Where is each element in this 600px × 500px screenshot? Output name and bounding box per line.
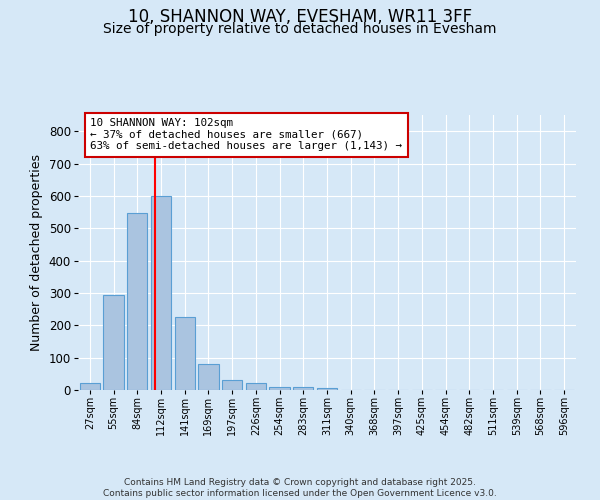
Text: 10 SHANNON WAY: 102sqm
← 37% of detached houses are smaller (667)
63% of semi-de: 10 SHANNON WAY: 102sqm ← 37% of detached… (91, 118, 403, 152)
Y-axis label: Number of detached properties: Number of detached properties (30, 154, 43, 351)
Bar (80, 383, 100, 390)
Bar (269, 387, 290, 390)
Bar (246, 383, 266, 390)
Text: Size of property relative to detached houses in Evesham: Size of property relative to detached ho… (103, 22, 497, 36)
Bar (127, 212, 148, 390)
Text: 10, SHANNON WAY, EVESHAM, WR11 3FF: 10, SHANNON WAY, EVESHAM, WR11 3FF (128, 8, 472, 26)
Bar (175, 316, 195, 390)
Bar (222, 380, 242, 390)
Text: Contains HM Land Registry data © Crown copyright and database right 2025.
Contai: Contains HM Land Registry data © Crown c… (103, 478, 497, 498)
Bar (103, 295, 124, 390)
Bar (293, 388, 313, 390)
Bar (199, 364, 218, 390)
Bar (317, 388, 337, 390)
Bar (151, 196, 171, 390)
